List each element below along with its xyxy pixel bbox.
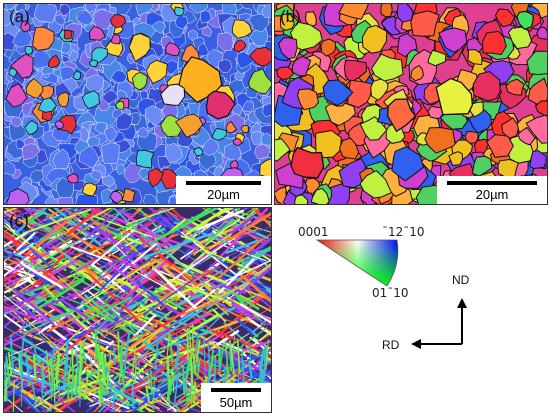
rd-axis-label: RD [382, 338, 400, 352]
scale-bar-text-c: 50µm [219, 395, 253, 410]
scale-bar-line-c [211, 388, 261, 392]
scale-bar-b: 20µm [437, 176, 547, 204]
ebsd-grain-map-a [4, 4, 271, 204]
nd-axis-label: ND [452, 273, 470, 287]
rd-nd-axes [411, 298, 467, 349]
panel-label-b: (b) [280, 7, 301, 26]
scale-bar-c: 50µm [201, 383, 271, 412]
ipf-label-0110: 01¯10 [372, 286, 409, 300]
ebsd-map-c: (c) 50µm [3, 207, 272, 413]
ipf-label-0001: 0001 [298, 225, 329, 239]
ebsd-grain-map-b [275, 4, 547, 204]
scale-bar-text-a: 20µm [207, 187, 240, 202]
scale-bar-a: 20µm [176, 176, 271, 204]
scale-bar-line-b [447, 181, 537, 185]
ebsd-martensite-map-c [4, 208, 271, 412]
scale-bar-line-a [186, 181, 261, 185]
panel-label-a: (a) [9, 7, 30, 26]
panel-label-c: (c) [9, 211, 29, 230]
scale-bar-text-b: 20µm [475, 187, 509, 202]
ipf-label-1210: ¯12¯10 [382, 225, 425, 239]
ebsd-map-b: (b) 20µm [274, 3, 548, 205]
ebsd-map-a: (a) 20µm [3, 3, 272, 205]
ipf-color-triangle [315, 239, 399, 287]
